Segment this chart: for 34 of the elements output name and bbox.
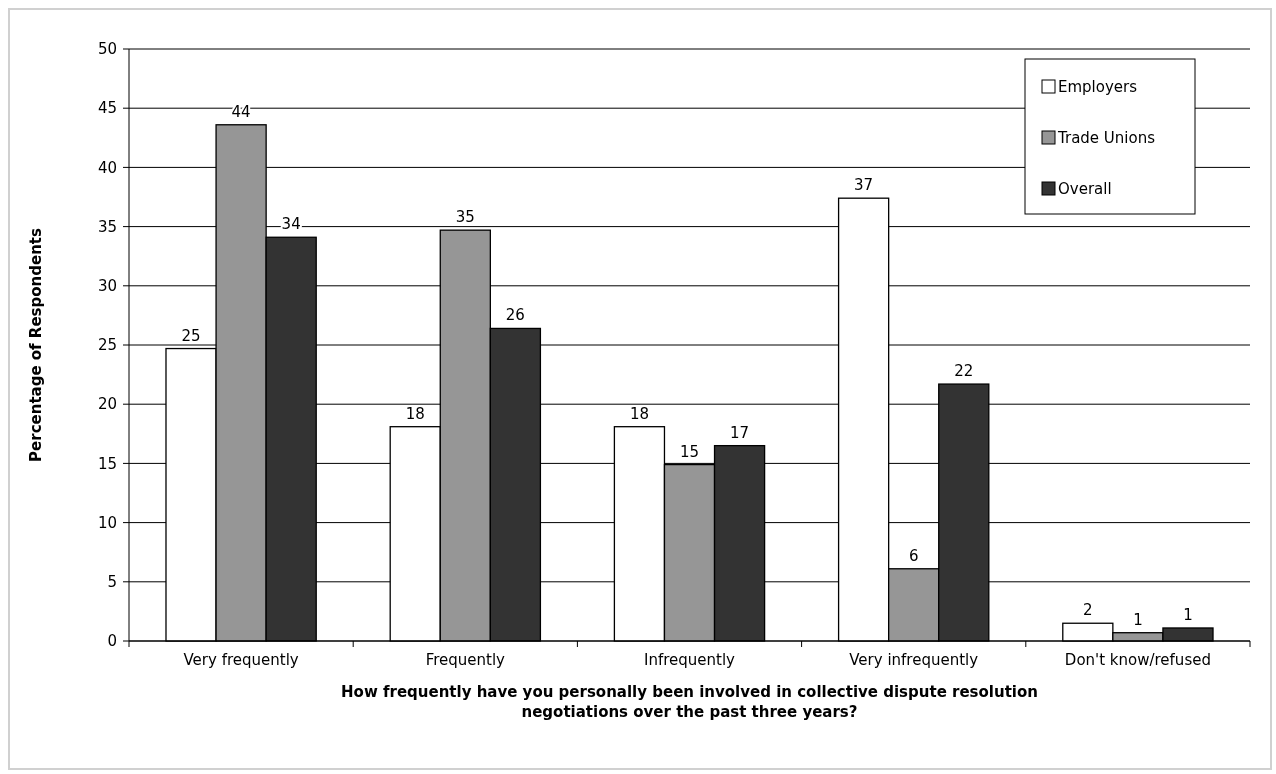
data-label: 1 (1183, 605, 1193, 624)
data-label: 17 (730, 423, 750, 442)
data-label: 1 (1133, 610, 1143, 629)
y-tick-label: 20 (97, 395, 117, 414)
y-axis-title: Percentage of Respondents (27, 228, 45, 462)
y-tick-label: 45 (97, 99, 117, 118)
data-label: 37 (854, 176, 874, 195)
data-label: 35 (455, 208, 475, 227)
data-label: 25 (181, 326, 201, 345)
legend-label: Trade Unions (1057, 129, 1156, 148)
x-axis-title: How frequently have you personally been involved in collective dispute resolution negotiations over the past three years? (341, 683, 1038, 721)
data-label: 2 (1083, 601, 1093, 620)
y-tick-label: 25 (97, 336, 117, 355)
data-label: 18 (629, 404, 649, 423)
y-tick-label: 50 (97, 40, 117, 59)
y-tick-label: 15 (97, 454, 117, 473)
y-tick-label: 40 (97, 158, 117, 177)
legend-label: Overall (1058, 180, 1112, 199)
data-label: 15 (679, 442, 700, 461)
y-tick-label: 35 (97, 217, 117, 236)
data-label: 22 (954, 362, 974, 381)
y-tick-label: 5 (107, 573, 117, 592)
x-tick-label: Don't know/refused (1064, 651, 1211, 669)
y-tick-label: 0 (107, 632, 117, 651)
y-tick-label: 10 (97, 513, 117, 532)
x-tick-label: Frequently (425, 651, 506, 669)
x-tick-label: Very infrequently (849, 651, 979, 669)
data-label: 26 (505, 306, 525, 325)
x-tick-label: Infrequently (644, 651, 736, 669)
data-label: 6 (908, 546, 919, 565)
x-tick-label: Very frequently (183, 651, 299, 669)
y-tick-label: 30 (97, 277, 117, 296)
legend-label: Employers (1058, 78, 1138, 97)
data-label: 18 (405, 404, 425, 423)
